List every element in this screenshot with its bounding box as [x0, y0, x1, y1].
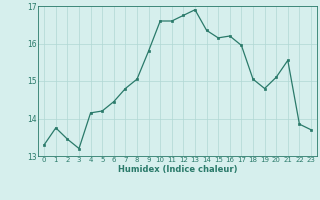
X-axis label: Humidex (Indice chaleur): Humidex (Indice chaleur)	[118, 165, 237, 174]
